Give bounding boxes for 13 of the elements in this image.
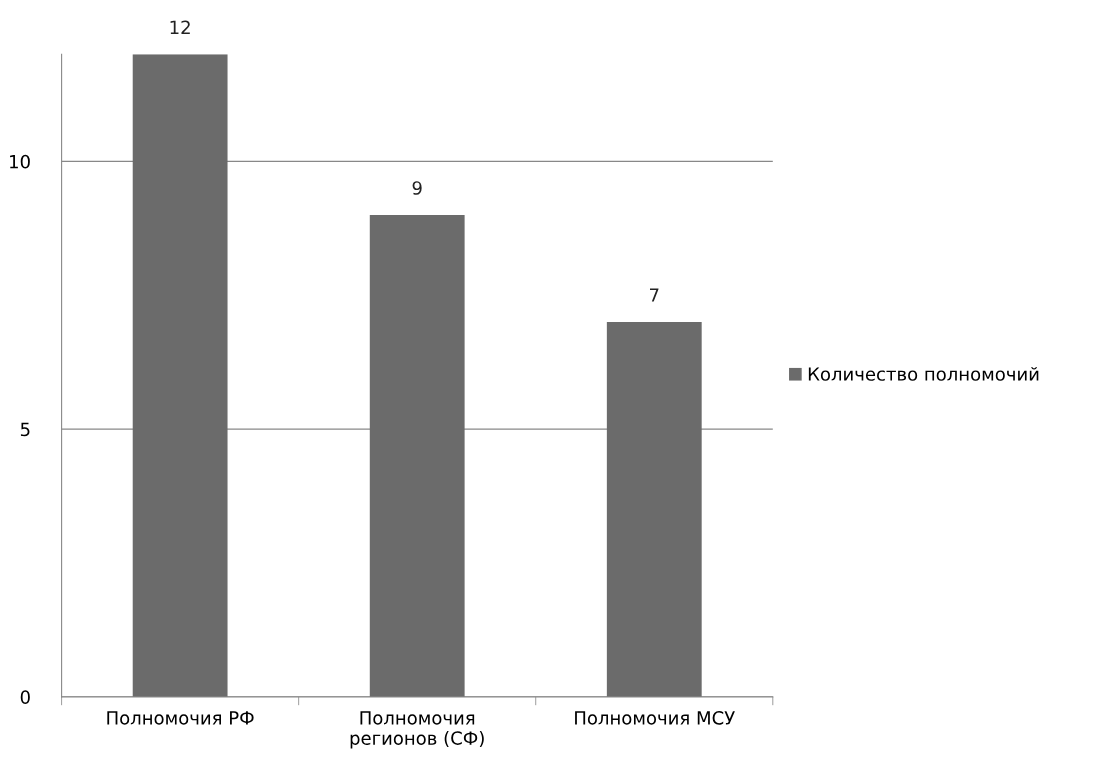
legend-label: Количество полномочий: [808, 366, 1039, 381]
x-tick-label: Полномочия РФ: [107, 711, 254, 725]
bar: [132, 54, 228, 697]
bar: [606, 322, 702, 697]
data-label: 9: [412, 181, 422, 195]
bar: [369, 214, 465, 697]
x-tick-label: Полномочия регионов (СФ): [350, 711, 484, 749]
y-tick-label: 0: [20, 690, 30, 704]
data-label: 12: [170, 20, 190, 34]
x-tick-label: Полномочия МСУ: [575, 711, 735, 725]
y-tick-label: 10: [10, 154, 30, 169]
data-label: 7: [650, 288, 659, 302]
y-tick-label: 5: [20, 422, 30, 437]
